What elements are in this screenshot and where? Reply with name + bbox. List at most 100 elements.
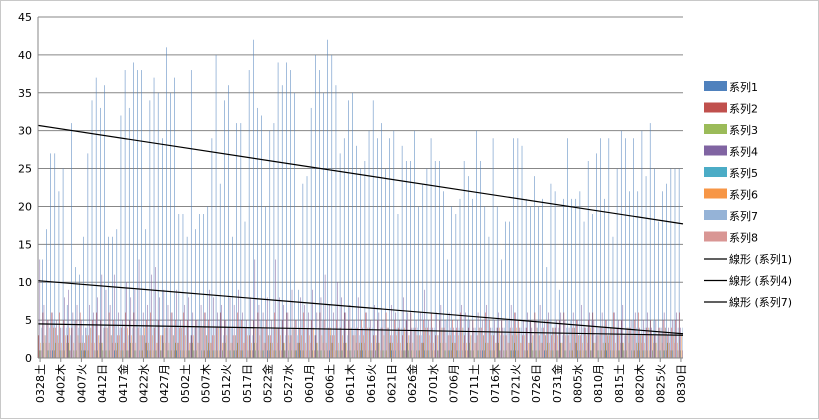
bar <box>480 160 481 358</box>
bar <box>193 335 195 358</box>
x-tick-label: 0512火 <box>220 364 233 403</box>
bar <box>39 259 41 358</box>
bar <box>364 160 366 358</box>
x-tick-label: 0701水 <box>427 364 440 403</box>
bar <box>398 327 399 358</box>
bar <box>202 327 203 358</box>
bar <box>190 342 191 358</box>
bar <box>631 335 633 358</box>
bar <box>109 304 111 358</box>
bar <box>603 327 604 358</box>
bar <box>122 350 124 358</box>
bar <box>476 335 478 358</box>
bar <box>327 39 328 358</box>
bar <box>568 327 570 358</box>
bar <box>172 335 174 358</box>
bar <box>508 320 509 358</box>
bar <box>537 350 539 358</box>
bar <box>492 350 493 358</box>
bar <box>415 320 417 358</box>
bar <box>380 350 382 358</box>
bar <box>355 327 356 358</box>
x-tick-label: 0621日 <box>386 364 399 403</box>
bar <box>424 289 425 358</box>
bar <box>275 350 277 358</box>
bar <box>612 350 613 358</box>
bar <box>413 327 414 358</box>
bar <box>586 327 588 358</box>
bar <box>565 350 566 358</box>
bar <box>42 259 43 358</box>
bar <box>199 214 200 358</box>
bar <box>300 350 302 358</box>
bar <box>84 342 85 358</box>
bar <box>59 350 61 358</box>
bar <box>523 350 525 358</box>
bar <box>248 350 249 358</box>
bar <box>206 335 208 358</box>
bar <box>511 335 513 358</box>
bar <box>334 327 336 358</box>
bar <box>581 304 582 358</box>
bar <box>661 327 662 358</box>
bar <box>131 335 133 358</box>
bar <box>504 327 505 358</box>
bar <box>270 342 272 358</box>
bar <box>362 327 363 358</box>
bar <box>232 236 233 358</box>
bar <box>62 168 64 358</box>
bar <box>400 342 401 358</box>
bar <box>670 350 671 358</box>
bar <box>164 327 166 358</box>
bar <box>330 327 331 358</box>
bar <box>682 350 683 358</box>
bar <box>591 350 593 358</box>
bar <box>302 183 304 358</box>
bar <box>105 350 106 358</box>
bar <box>227 350 229 358</box>
trendlines <box>37 124 684 336</box>
bar <box>49 350 51 358</box>
bar <box>677 327 679 358</box>
bar <box>182 350 183 358</box>
x-tick-label: 0417金 <box>116 364 130 403</box>
bar <box>680 327 681 358</box>
bar <box>180 320 181 358</box>
bar <box>649 350 650 358</box>
bar <box>122 320 123 358</box>
bar <box>562 342 564 358</box>
bar <box>472 320 474 358</box>
bar <box>404 327 405 358</box>
bar <box>644 327 646 358</box>
bar <box>580 335 581 358</box>
bar <box>270 335 271 358</box>
bar <box>546 267 548 358</box>
bar <box>127 335 129 358</box>
bar <box>79 274 80 358</box>
bar <box>253 320 255 358</box>
bar <box>162 335 164 358</box>
bar <box>191 335 193 358</box>
bar <box>655 342 656 358</box>
bar <box>199 327 201 358</box>
bar <box>313 327 314 358</box>
x-tick-label: 0527水 <box>282 364 295 403</box>
bar <box>288 350 289 358</box>
bar <box>571 198 572 358</box>
bar <box>555 327 556 358</box>
bar <box>347 335 348 358</box>
bar <box>296 342 298 358</box>
bar <box>254 342 255 358</box>
bar <box>517 350 518 358</box>
bar <box>530 320 532 358</box>
bar <box>508 342 510 358</box>
bar <box>299 327 300 358</box>
bar <box>603 350 605 358</box>
bar <box>152 335 153 358</box>
bar <box>130 297 132 358</box>
bar <box>115 320 117 358</box>
bar <box>433 327 435 358</box>
bar <box>306 350 307 358</box>
bar <box>563 198 564 358</box>
bar <box>178 214 180 358</box>
